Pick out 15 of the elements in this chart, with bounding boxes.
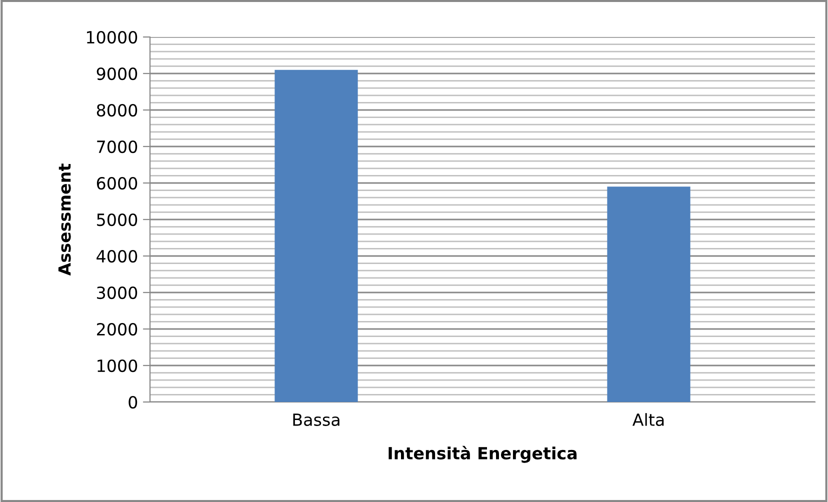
y-tick-label: 9000	[96, 67, 138, 80]
y-tick-label: 3000	[97, 286, 138, 300]
y-tick-label: 1000	[98, 359, 138, 372]
x-axis-title: Intensità Energetica	[388, 446, 577, 463]
y-tick-label: 0	[128, 396, 138, 409]
x-tick-label: Alta	[632, 413, 664, 426]
y-tick-label: 5000	[97, 213, 138, 226]
y-tick-label: 4000	[96, 250, 138, 263]
x-tick-label: Bassa	[293, 414, 340, 426]
y-tick-label: 10000	[87, 30, 138, 44]
y-axis-title: Assessment	[58, 164, 71, 276]
y-tick-label: 8000	[96, 104, 138, 117]
y-tick-label: 7000	[97, 140, 138, 154]
y-tick-label: 2000	[97, 322, 138, 336]
y-tick-label: 6000	[96, 176, 138, 190]
